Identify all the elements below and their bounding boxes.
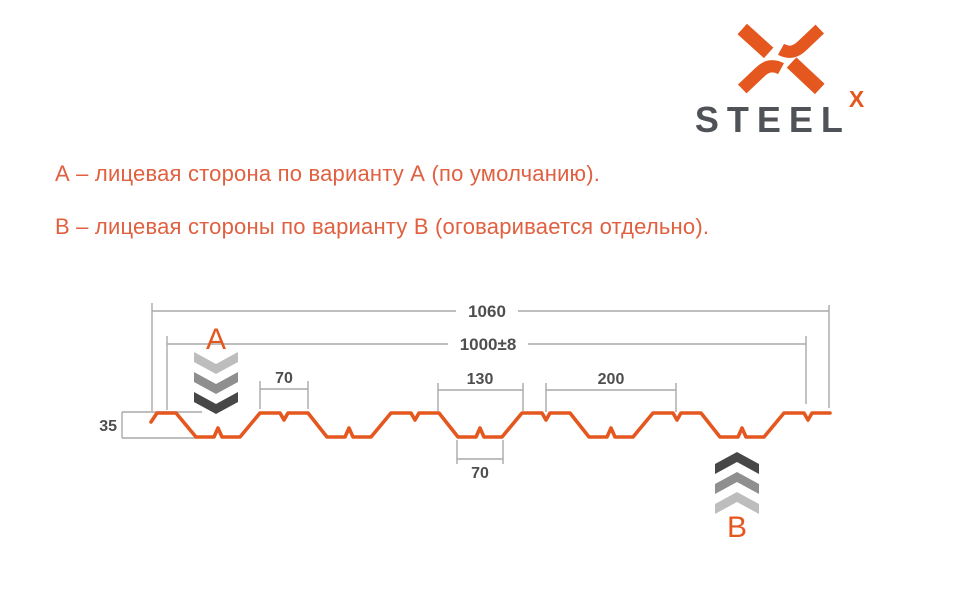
logo-arm-bottom-left-hook [737,60,784,94]
side-a-chevrons-icon [194,352,238,414]
brand-name: STEEL [694,99,851,140]
logo-arm-top-left [737,23,773,59]
dim-valley-width: 70 [456,440,504,482]
dim-cover-width-label: 1000±8 [460,335,517,354]
dim-overall-width: 1060 [152,302,829,321]
dim-pitch-label: 200 [598,371,625,388]
profile-diagram: 1060 1000±8 70 130 200 [99,302,832,544]
logo-arm-bottom-right [786,57,825,95]
dim-crest-width-label: 70 [275,370,293,387]
dim-module-width-label: 130 [467,371,494,388]
dim-overall-width-label: 1060 [468,302,506,321]
logo-wordmark: STEELX [663,88,898,140]
side-a-label: A [206,323,226,356]
note-variant-b: В – лицевая стороны по варианту В (огова… [55,214,710,239]
dim-cover-width: 1000±8 [167,335,806,354]
side-b-chevrons-icon [715,452,759,514]
steelx-logo-mark-icon [737,23,825,95]
dim-height-label: 35 [99,418,117,435]
dim-module-width: 130 [437,371,524,411]
dim-valley-width-label: 70 [471,465,489,482]
sheet-profile-outline [149,411,832,439]
dim-pitch: 200 [545,371,677,412]
side-b-label: B [727,511,747,544]
brand-sup-x: X [848,86,865,112]
dim-crest-width: 70 [259,370,309,409]
dimension-extension-lines [151,303,830,411]
logo: STEELX [663,14,898,138]
logo-arm-top-right-hook [777,24,824,58]
note-variant-a: А – лицевая сторона по варианту А (по ум… [55,161,601,186]
